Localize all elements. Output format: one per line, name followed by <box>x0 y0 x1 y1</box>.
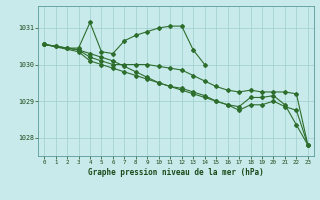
X-axis label: Graphe pression niveau de la mer (hPa): Graphe pression niveau de la mer (hPa) <box>88 168 264 177</box>
